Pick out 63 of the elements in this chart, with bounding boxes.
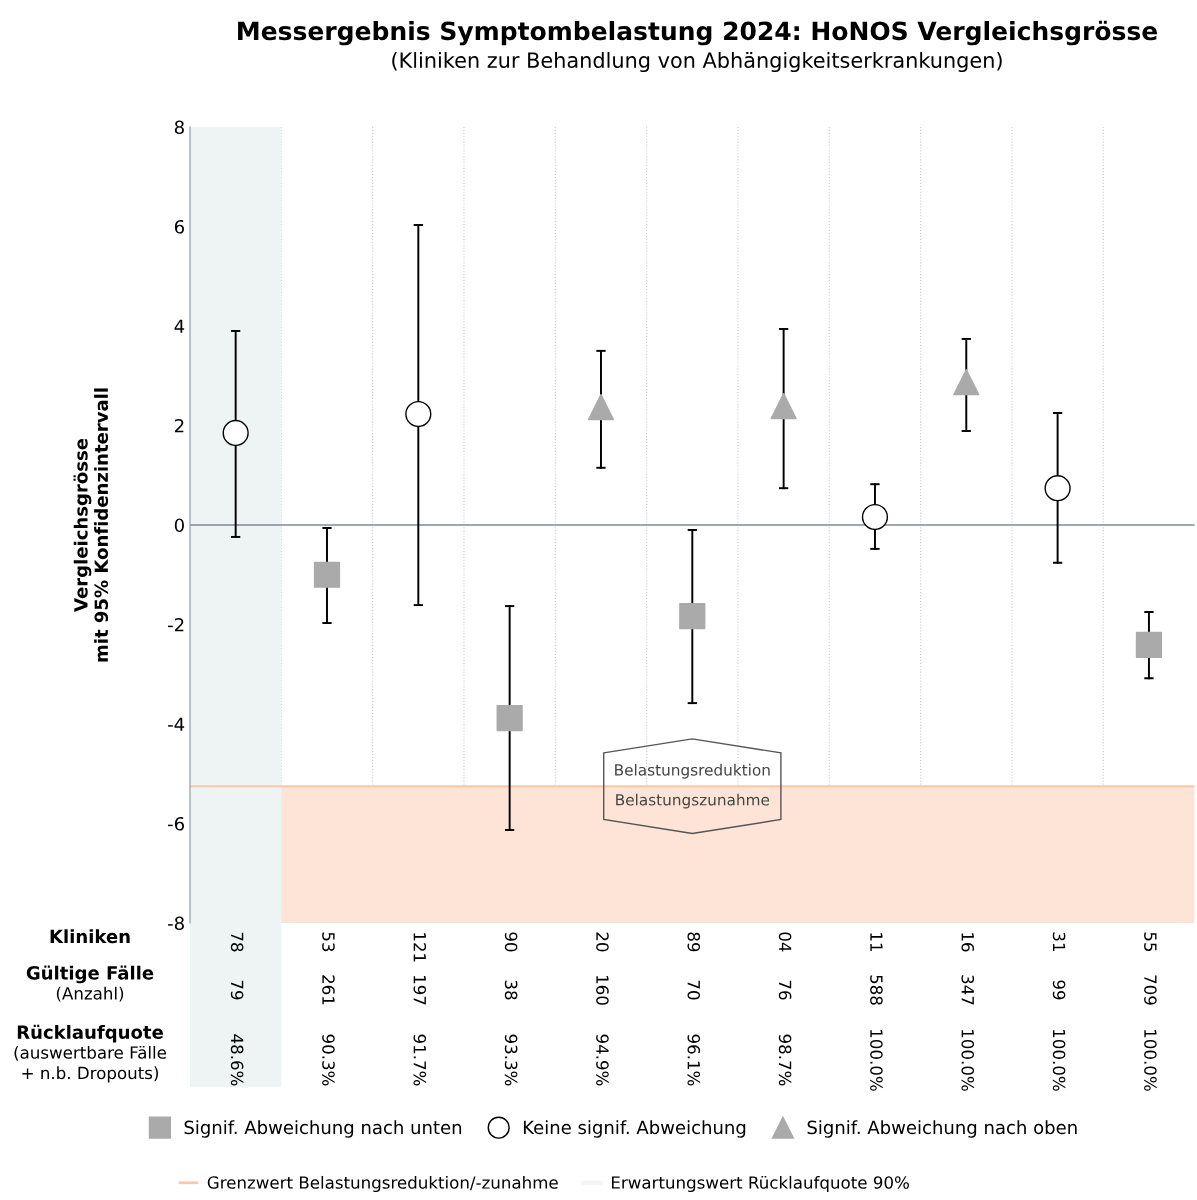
legend-label: Signif. Abweichung nach oben [807,1120,1077,1138]
text: 100.0% [870,1030,883,1091]
text: 96.1% [687,1034,701,1086]
x-tick-label: 89 [687,932,701,952]
y-tick-label: -6 [168,816,184,831]
text: 38 [504,980,518,1000]
text: 100.0% [1052,1030,1066,1091]
x-tick-label: 53 [322,932,335,952]
text: Rücklaufquote (auswertbare Fälle + n.b. Dropouts) [14,1024,167,1083]
text: 100.0% [1144,1030,1157,1091]
text: 160 [596,975,609,1005]
point [679,602,706,630]
annotation: Belastungsreduktion [615,763,770,779]
text: 48.6% [230,1034,244,1086]
y-tick-label: -2 [168,617,184,632]
legend-label: Erwartungswert Rücklaufquote 90% [611,1175,909,1193]
text: 91.7% [413,1034,427,1086]
y-tick-label: 4 [174,319,185,333]
text: 709 [1144,975,1157,1005]
legend-label: Keine signif. Abweichung [523,1120,746,1138]
point [222,419,249,447]
x-tick-label: 31 [1052,932,1066,951]
point [496,704,523,732]
text: 76 [778,980,792,1000]
annotation: Belastungszunahme [616,793,770,809]
legend-label: Signif. Abweichung nach unten [184,1120,462,1138]
x-tick-label: 11 [870,933,883,951]
text: 93.3% [504,1034,518,1086]
x-tick-label: 55 [1144,932,1157,952]
x-tick-label: 16 [961,933,975,952]
point [770,392,797,420]
legend-label: Grenzwert Belastungsreduktion/-zunahme [207,1175,558,1193]
text: 98.7% [778,1034,792,1086]
text: 261 [322,975,335,1005]
text: Gültige Fälle (Anzahl) [26,965,154,1002]
text: 100.0% [961,1030,975,1091]
x-axis-title: Kliniken [50,929,130,944]
chart-title: Messergebnis Symptombelastung 2024: HoNOS Vergleichsgrösse [238,20,1158,46]
point [953,369,980,396]
text: 94.9% [596,1034,609,1086]
text: 99 [1052,980,1066,1000]
x-tick-label: 04 [778,932,792,952]
y-tick-label: -4 [168,717,185,731]
y-tick-label: 2 [174,418,184,433]
text: 347 [961,975,975,1005]
y-tick-label: 8 [174,120,184,135]
x-tick-label: 78 [230,932,244,952]
text: 588 [870,975,883,1005]
text: 197 [413,975,427,1005]
y-axis-title: Vergleichsgrösse mit 95% Konfidenzintervall [73,388,109,662]
y-tick-label: 0 [174,518,184,533]
text: 79 [230,980,244,1000]
x-tick-label: 121 [413,933,427,962]
point [587,393,615,421]
y-tick-label: 6 [174,219,184,234]
y-tick-label: -8 [168,916,184,931]
x-tick-label: 90 [504,932,518,952]
x-tick-label: 20 [596,932,609,952]
point [313,561,341,588]
text: 90.3% [322,1034,335,1086]
point [1135,631,1163,659]
chart-subtitle: (Kliniken zur Behandlung von Abhängigkeitserkrankungen) [392,51,1002,73]
text: 70 [687,980,701,1000]
